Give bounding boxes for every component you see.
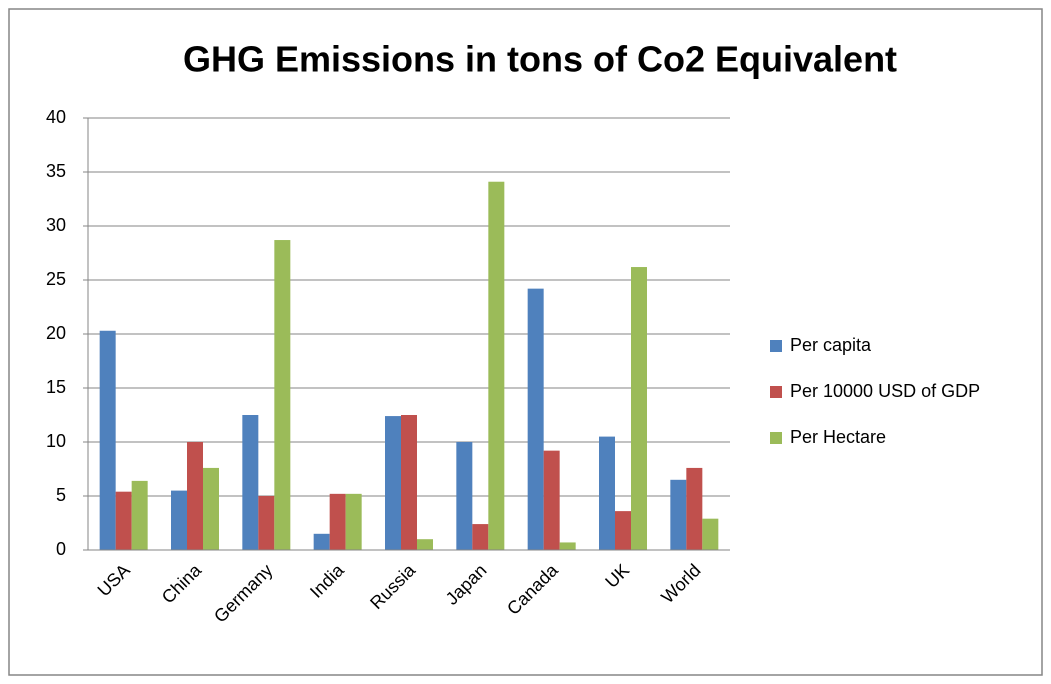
y-tick-label: 35 (46, 161, 66, 181)
legend-label: Per capita (790, 335, 872, 355)
bar (242, 415, 259, 550)
bar (456, 442, 473, 550)
y-tick-label: 25 (46, 269, 66, 289)
bar (472, 524, 489, 550)
bar (615, 511, 631, 550)
y-tick-label: 5 (56, 485, 66, 505)
bar (99, 330, 116, 550)
bar (527, 288, 544, 550)
y-tick-label: 40 (46, 107, 66, 127)
bar (203, 467, 219, 550)
bar (401, 415, 417, 550)
bar (274, 240, 291, 551)
bar (313, 533, 330, 550)
bar (131, 480, 148, 550)
bar (559, 542, 576, 550)
bar (599, 436, 615, 550)
bar (171, 490, 187, 550)
legend-swatch (770, 340, 782, 352)
bar (631, 267, 647, 550)
y-tick-label: 10 (46, 431, 66, 451)
legend-label: Per 10000 USD of GDP (790, 381, 980, 401)
bar (670, 479, 687, 550)
y-tick-label: 15 (46, 377, 66, 397)
bar (187, 442, 203, 550)
bar (385, 416, 401, 550)
y-tick-label: 30 (46, 215, 66, 235)
legend-swatch (770, 432, 782, 444)
bar (258, 496, 275, 550)
bar (543, 450, 560, 550)
bar (702, 518, 719, 550)
bar (115, 491, 132, 550)
bar (329, 493, 346, 550)
legend-swatch (770, 386, 782, 398)
bar (488, 181, 505, 550)
y-tick-label: 20 (46, 323, 66, 343)
y-tick-label: 0 (56, 539, 66, 559)
chart-border (8, 8, 1043, 676)
bar (345, 493, 362, 550)
legend-label: Per Hectare (790, 427, 886, 447)
chart-title: GHG Emissions in tons of Co2 Equivalent (183, 39, 897, 80)
bar (417, 539, 433, 550)
bar (686, 467, 703, 550)
